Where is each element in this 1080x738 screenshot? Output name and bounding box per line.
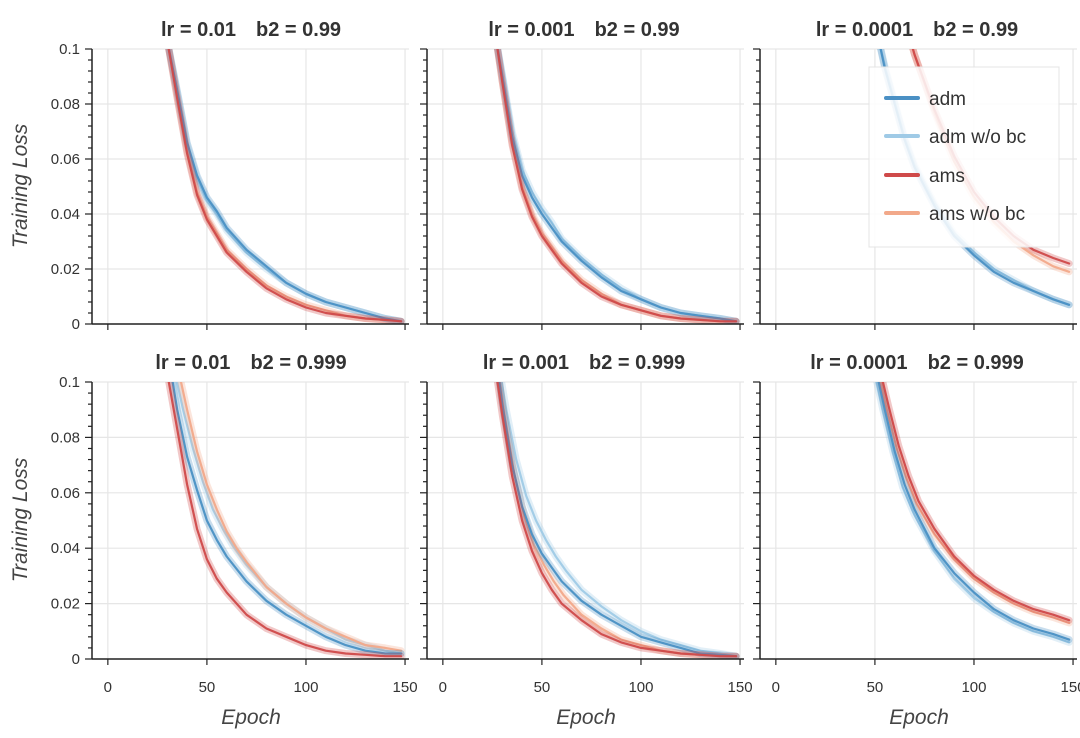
series-layer <box>493 49 740 324</box>
x-tick-label: 0 <box>439 679 447 696</box>
x-tick-label: 100 <box>961 679 986 696</box>
series-line-adm-wo-bc <box>875 382 1071 644</box>
y-tick-label: 0.08 <box>51 429 80 446</box>
panel-1: 0 0.02 0.04 0.06 0.08 0.1 lr = 0.01 b2 = 0.99 <box>51 19 409 333</box>
panel-title: lr = 0.01 b2 = 0.99 <box>161 19 341 41</box>
panel-title-b2: b2 = 0.999 <box>250 352 346 374</box>
series-line-adm <box>496 49 738 323</box>
series-band-adm-wo-bc <box>873 382 1073 646</box>
y-tick-label: 0.1 <box>59 374 80 391</box>
axes: 0 0.02 0.04 0.06 0.08 0.1 <box>51 41 409 333</box>
panel-title-b2: b2 = 0.99 <box>933 19 1018 41</box>
panel-2: lr = 0.001 b2 = 0.99 <box>420 19 744 330</box>
series-band-adm <box>165 49 405 324</box>
series-layer <box>165 382 405 659</box>
y-tick-label: 0 <box>72 651 80 668</box>
series-line-adm-wo-bc <box>496 49 738 323</box>
panel-title-b2: b2 = 0.999 <box>928 352 1024 374</box>
x-tick-label: 0 <box>104 679 112 696</box>
x-axis-label-col-1: Epoch <box>221 706 281 729</box>
series-line-ams <box>881 382 1071 622</box>
panel-title-b2: b2 = 0.99 <box>595 19 680 41</box>
panel-4: 0 0.02 0.04 0.06 0.08 0.1 0 50 100 150 lr = 0.01 b… <box>51 352 418 696</box>
panel-title: lr = 0.0001 b2 = 0.99 <box>816 19 1018 41</box>
panel-5: 0 50 100 150 lr = 0.001 b2 = 0.999 <box>420 352 753 696</box>
axes <box>420 48 744 330</box>
series-line-ams <box>167 382 403 658</box>
panel-title-b2: b2 = 0.99 <box>256 19 341 41</box>
legend-label-adm-wo-bc: adm w/o bc <box>929 127 1026 148</box>
x-tick-label: 50 <box>867 679 884 696</box>
axes <box>753 48 1077 330</box>
panel-title-lr: lr = 0.01 <box>155 352 230 374</box>
y-tick-label: 0 <box>72 316 80 333</box>
series-band-ams <box>493 49 740 324</box>
panel-title: lr = 0.001 b2 = 0.99 <box>488 19 679 41</box>
panel-title-lr: lr = 0.001 <box>488 19 574 41</box>
series-band-adm-wo-bc <box>173 382 405 657</box>
x-axis-label-col-2: Epoch <box>556 706 616 729</box>
y-tick-label: 0.06 <box>51 485 80 502</box>
panel-6: 0 50 100 150 lr = 0.0001 b2 = 0.999 <box>753 352 1080 696</box>
x-tick-label: 150 <box>728 679 753 696</box>
axes: 0 50 100 150 <box>753 381 1080 696</box>
series-line-adm <box>167 49 403 323</box>
legend-label-ams: ams <box>929 166 965 187</box>
legend: adm adm w/o bc ams ams w/o bc <box>868 66 1060 248</box>
series-line-adm <box>498 382 738 658</box>
y-tick-label: 0.02 <box>51 596 80 613</box>
y-tick-label: 0.1 <box>59 41 80 58</box>
legend-label-adm: adm <box>929 89 966 110</box>
series-band-ams-wo-bc <box>493 49 740 324</box>
series-layer <box>873 382 1073 646</box>
y-tick-label: 0.04 <box>51 206 80 223</box>
series-line-adm-wo-bc <box>500 382 738 658</box>
panel-title-lr: lr = 0.01 <box>161 19 236 41</box>
axes: 0 0.02 0.04 0.06 0.08 0.1 0 50 100 150 <box>51 374 418 696</box>
y-axis-label-bottom: Training Loss <box>9 457 32 582</box>
series-line-ams-wo-bc <box>496 49 738 323</box>
series-line-ams-wo-bc <box>879 382 1071 625</box>
panel-title-b2: b2 = 0.999 <box>589 352 685 374</box>
series-layer <box>165 49 405 324</box>
series-line-ams <box>167 49 403 323</box>
series-layer <box>493 382 740 659</box>
series-line-ams <box>496 49 738 323</box>
legend-label-ams-wo-bc: ams w/o bc <box>929 204 1025 225</box>
x-tick-label: 100 <box>628 679 653 696</box>
panel-title-lr: lr = 0.001 <box>483 352 569 374</box>
panel-title: lr = 0.001 b2 = 0.999 <box>483 352 685 374</box>
panel-title-lr: lr = 0.0001 <box>810 352 907 374</box>
series-line-adm <box>171 382 403 655</box>
y-tick-label: 0.02 <box>51 261 80 278</box>
x-tick-label: 150 <box>393 679 418 696</box>
series-line-adm <box>877 382 1071 641</box>
x-tick-label: 0 <box>772 679 780 696</box>
series-line-ams-wo-bc <box>179 382 403 652</box>
x-axis-label-col-3: Epoch <box>889 706 949 729</box>
y-tick-label: 0.08 <box>51 96 80 113</box>
gridlines <box>92 48 409 325</box>
series-band-adm <box>494 49 740 324</box>
panel-3: lr = 0.0001 b2 = 0.99 adm adm w/o bc ams … <box>753 19 1077 330</box>
series-band-adm-wo-bc <box>494 49 740 324</box>
panel-title: lr = 0.0001 b2 = 0.999 <box>810 352 1024 374</box>
x-tick-label: 100 <box>293 679 318 696</box>
series-band-adm-wo-bc <box>498 382 740 659</box>
y-axis-label-top: Training Loss <box>9 123 32 248</box>
x-tick-label: 50 <box>534 679 551 696</box>
x-tick-label: 50 <box>199 679 216 696</box>
axes: 0 50 100 150 <box>420 381 753 696</box>
series-line-adm-wo-bc <box>175 382 403 655</box>
y-tick-label: 0.06 <box>51 151 80 168</box>
panel-title: lr = 0.01 b2 = 0.999 <box>155 352 346 374</box>
series-line-ams <box>496 382 738 658</box>
gridlines <box>427 381 744 660</box>
y-tick-label: 0.04 <box>51 540 80 557</box>
panel-title-lr: lr = 0.0001 <box>816 19 913 41</box>
x-tick-label: 150 <box>1061 679 1080 696</box>
